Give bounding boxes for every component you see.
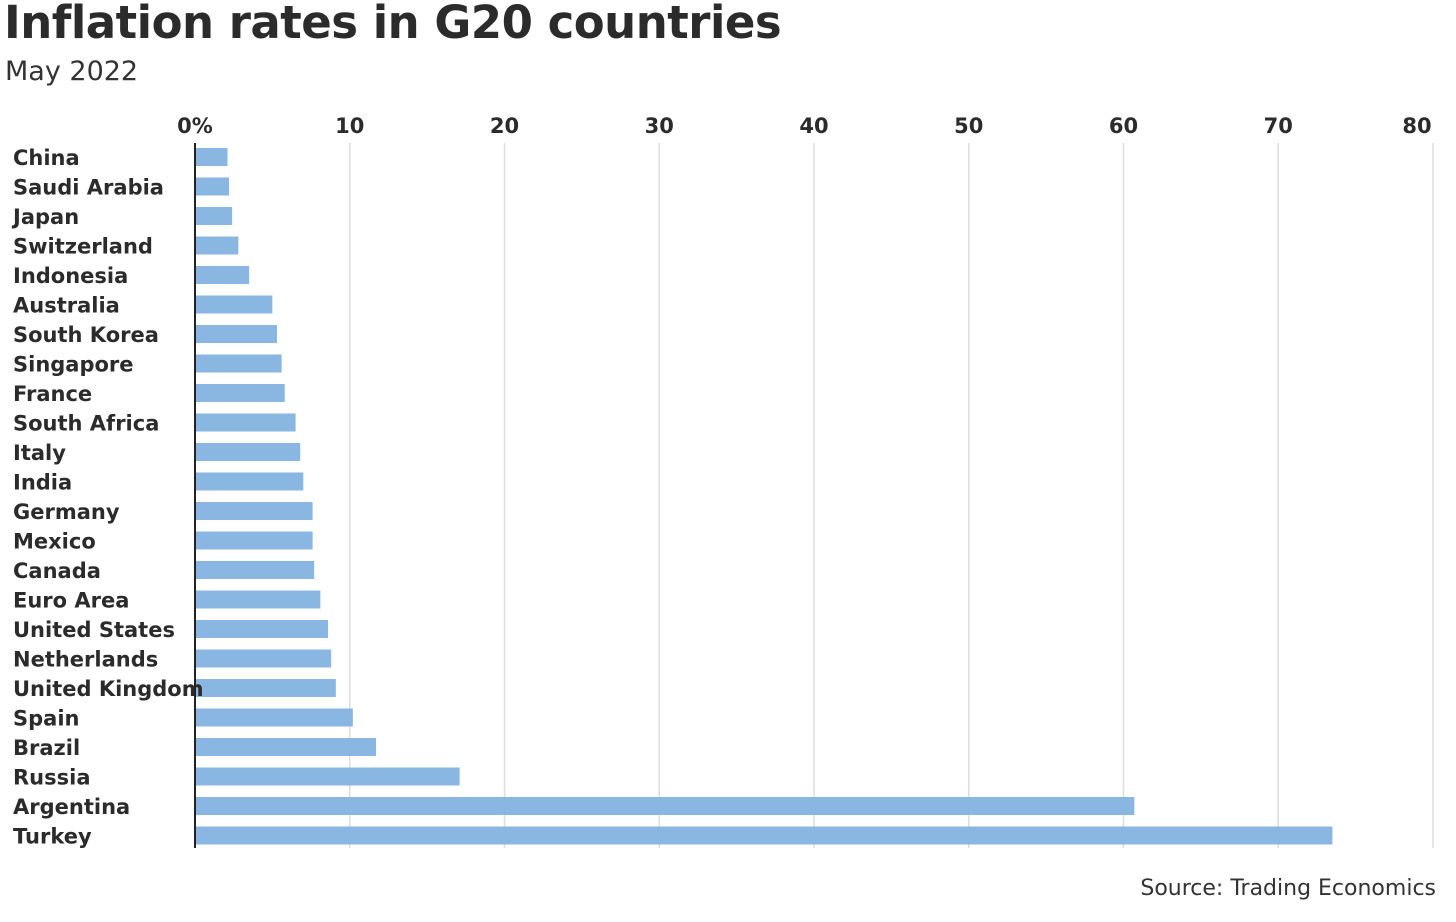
bar [196, 502, 313, 520]
category-label: Argentina [13, 795, 130, 819]
x-tick-label: 70 [1264, 114, 1293, 138]
category-label: Switzerland [13, 235, 153, 259]
x-tick-label: 40 [799, 114, 828, 138]
category-label: South Africa [13, 412, 159, 436]
bar [196, 590, 321, 609]
category-label: Germany [13, 500, 120, 524]
bar [196, 767, 460, 786]
x-tick-label: 80 [1402, 114, 1431, 138]
bar [196, 561, 315, 579]
bar [196, 443, 301, 461]
category-label: Japan [11, 205, 79, 229]
category-label: India [13, 471, 72, 495]
bar [196, 413, 296, 432]
bar [196, 354, 282, 373]
bar [196, 679, 336, 697]
chart-subtitle: May 2022 [5, 56, 139, 87]
x-tick-label: 50 [954, 114, 983, 138]
bar [196, 207, 233, 225]
category-label: South Korea [13, 323, 159, 347]
bar [196, 325, 278, 343]
category-label: United States [13, 618, 175, 642]
category-label: Russia [13, 766, 91, 790]
bar [196, 531, 313, 550]
category-label: Indonesia [13, 264, 128, 288]
category-label: Netherlands [13, 648, 158, 672]
category-label: Italy [13, 441, 66, 465]
bar [196, 177, 230, 196]
category-label: China [13, 146, 80, 170]
bar [196, 295, 273, 314]
category-label: Turkey [13, 825, 92, 849]
chart-title: Inflation rates in G20 countries [4, 0, 782, 49]
bar [196, 649, 332, 668]
bar [196, 826, 1333, 845]
x-tick-label: 30 [645, 114, 674, 138]
category-label: Brazil [13, 736, 80, 760]
category-label: Mexico [13, 530, 96, 554]
x-tick-label: 10 [335, 114, 364, 138]
bar [196, 738, 377, 756]
category-label: Singapore [13, 353, 134, 377]
bar [196, 148, 228, 166]
source-note: Source: Trading Economics [1140, 876, 1436, 901]
category-label: Saudi Arabia [13, 176, 164, 200]
x-tick-label: 0% [177, 114, 213, 138]
bar [196, 472, 304, 491]
x-tick-label: 60 [1109, 114, 1138, 138]
category-label: France [13, 382, 92, 406]
category-label: Euro Area [13, 589, 129, 613]
bar [196, 797, 1135, 815]
bar [196, 708, 353, 727]
bar [196, 620, 329, 638]
bar [196, 266, 250, 284]
x-tick-label: 20 [490, 114, 519, 138]
category-label: Canada [13, 559, 101, 583]
bar [196, 236, 239, 255]
bar [196, 384, 285, 402]
category-label: Spain [13, 707, 79, 731]
category-label: Australia [13, 294, 120, 318]
category-label: United Kingdom [13, 677, 204, 701]
